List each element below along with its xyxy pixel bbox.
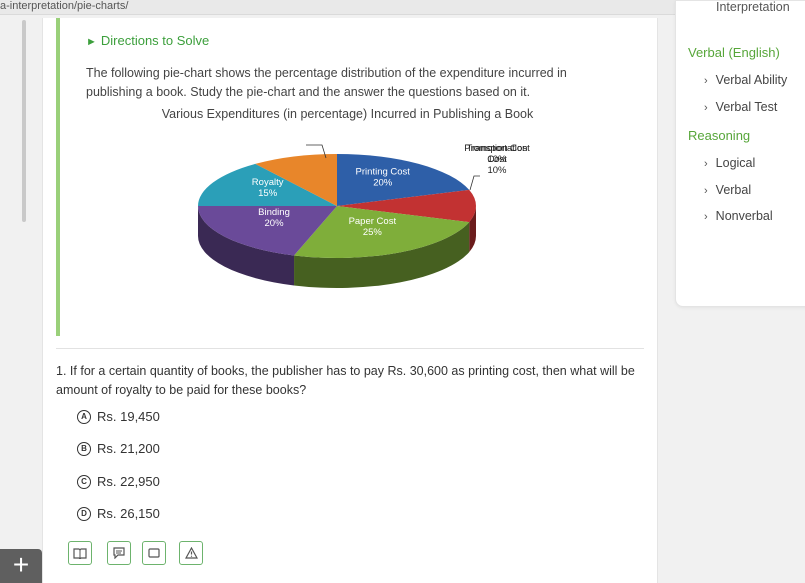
sidebar-heading-verbal-english[interactable]: Verbal (English) [688, 45, 780, 60]
chevron-right-icon: › [704, 102, 708, 114]
option-letter: D [77, 506, 91, 521]
sidebar-item-verbal-ability[interactable]: › Verbal Ability [704, 73, 787, 87]
pie-chart: Printing Cost 20% Transportation Cost 10% Pap… [198, 143, 530, 288]
question-number: 1. [56, 364, 67, 378]
warning-icon [184, 547, 198, 559]
promotion-leader-line [306, 144, 327, 159]
directions-panel: ► Directions to Solve The following pie-c… [56, 18, 635, 336]
pie-slice-binding [198, 206, 337, 256]
workspace-button[interactable] [142, 541, 166, 565]
square-icon [148, 548, 160, 558]
sidebar-item-label: Verbal Ability [715, 73, 788, 87]
add-button[interactable]: + [0, 549, 42, 583]
sidebar-heading-reasoning[interactable]: Reasoning [688, 128, 751, 143]
option-text: Rs. 19,450 [97, 409, 160, 424]
pie-label-royalty: Royalty 15% [252, 177, 284, 199]
sidebar-nav: Interpretation Verbal (English) › Verbal … [675, 0, 805, 307]
pie-slice-printing-cost [337, 154, 470, 206]
discuss-button[interactable] [107, 541, 131, 565]
chevron-right-icon: › [704, 158, 708, 170]
scrollbar-thumb[interactable] [22, 20, 26, 222]
sidebar-item-interpretation[interactable]: Interpretation [716, 0, 790, 14]
sidebar-item-logical[interactable]: › Logical [704, 156, 755, 170]
pie-slice-promotion-cost [255, 154, 337, 206]
question-text: If for a certain quantity of books, the … [56, 364, 635, 397]
divider [56, 348, 644, 349]
pie-label-promotion-cost: Promotion Cost 10% [464, 143, 530, 165]
pie-side-binding [198, 206, 295, 286]
pie-labels: Printing Cost 20% Transportation Cost 10% Pap… [252, 143, 530, 238]
transport-leader-line [469, 175, 480, 191]
option-text: Rs. 26,150 [97, 506, 160, 521]
pie-label-transportation-cost: Transportation Cost 10% [467, 143, 528, 176]
sidebar-item-label: Nonverbal [715, 209, 773, 223]
url-bar[interactable]: a-interpretation/pie-charts/ [0, 0, 805, 15]
chevron-right-icon: › [704, 185, 708, 197]
comment-icon [113, 547, 125, 559]
pie-side-transportation-cost [469, 206, 476, 253]
option-b[interactable]: B Rs. 21,200 [77, 441, 160, 456]
explanation-button[interactable] [68, 541, 92, 565]
chevron-right-icon: › [704, 75, 708, 87]
sidebar-item-verbal-test[interactable]: › Verbal Test [704, 100, 777, 114]
option-d[interactable]: D Rs. 26,150 [77, 506, 160, 521]
pie-label-printing-cost: Printing Cost 20% [356, 166, 411, 188]
option-text: Rs. 21,200 [97, 441, 160, 456]
url-text: a-interpretation/pie-charts/ [0, 0, 129, 12]
sidebar-item-label: Logical [715, 156, 756, 170]
option-c[interactable]: C Rs. 22,950 [77, 474, 160, 489]
chart-title: Various Expenditures (in percentage) Inc… [161, 107, 534, 121]
sidebar-item-label: Verbal [715, 183, 752, 197]
book-icon [73, 548, 87, 559]
option-letter: B [77, 441, 91, 456]
chevron-right-icon: › [704, 211, 708, 223]
pie-slice-royalty [198, 163, 337, 206]
pie-top [198, 154, 477, 258]
option-letter: C [77, 474, 91, 489]
main-content: ► Directions to Solve The following pie-c… [42, 18, 658, 583]
directions-text: The following pie-chart shows the percen… [86, 66, 567, 99]
leader-lines [306, 144, 480, 191]
question-1: 1. If for a certain quantity of books, t… [56, 362, 636, 400]
pie-label-binding: Binding 20% [258, 207, 290, 229]
pie-slice-paper-cost [294, 206, 470, 258]
pie-label-paper-cost: Paper Cost 25% [349, 216, 397, 238]
sidebar-item-verbal[interactable]: › Verbal [704, 183, 751, 197]
directions-heading: ► Directions to Solve [86, 33, 209, 48]
option-letter: A [77, 409, 91, 424]
option-text: Rs. 22,950 [97, 474, 160, 489]
option-a[interactable]: A Rs. 19,450 [77, 409, 160, 424]
report-button[interactable] [179, 541, 203, 565]
sidebar-item-nonverbal[interactable]: › Nonverbal [704, 209, 773, 223]
pie-side-paper-cost [294, 222, 470, 288]
megaphone-icon: ► [86, 36, 97, 48]
directions-title: Directions to Solve [100, 33, 210, 48]
pie-side [198, 206, 476, 288]
sidebar-item-label: Verbal Test [715, 100, 778, 114]
pie-slice-transportation-cost [337, 189, 477, 223]
